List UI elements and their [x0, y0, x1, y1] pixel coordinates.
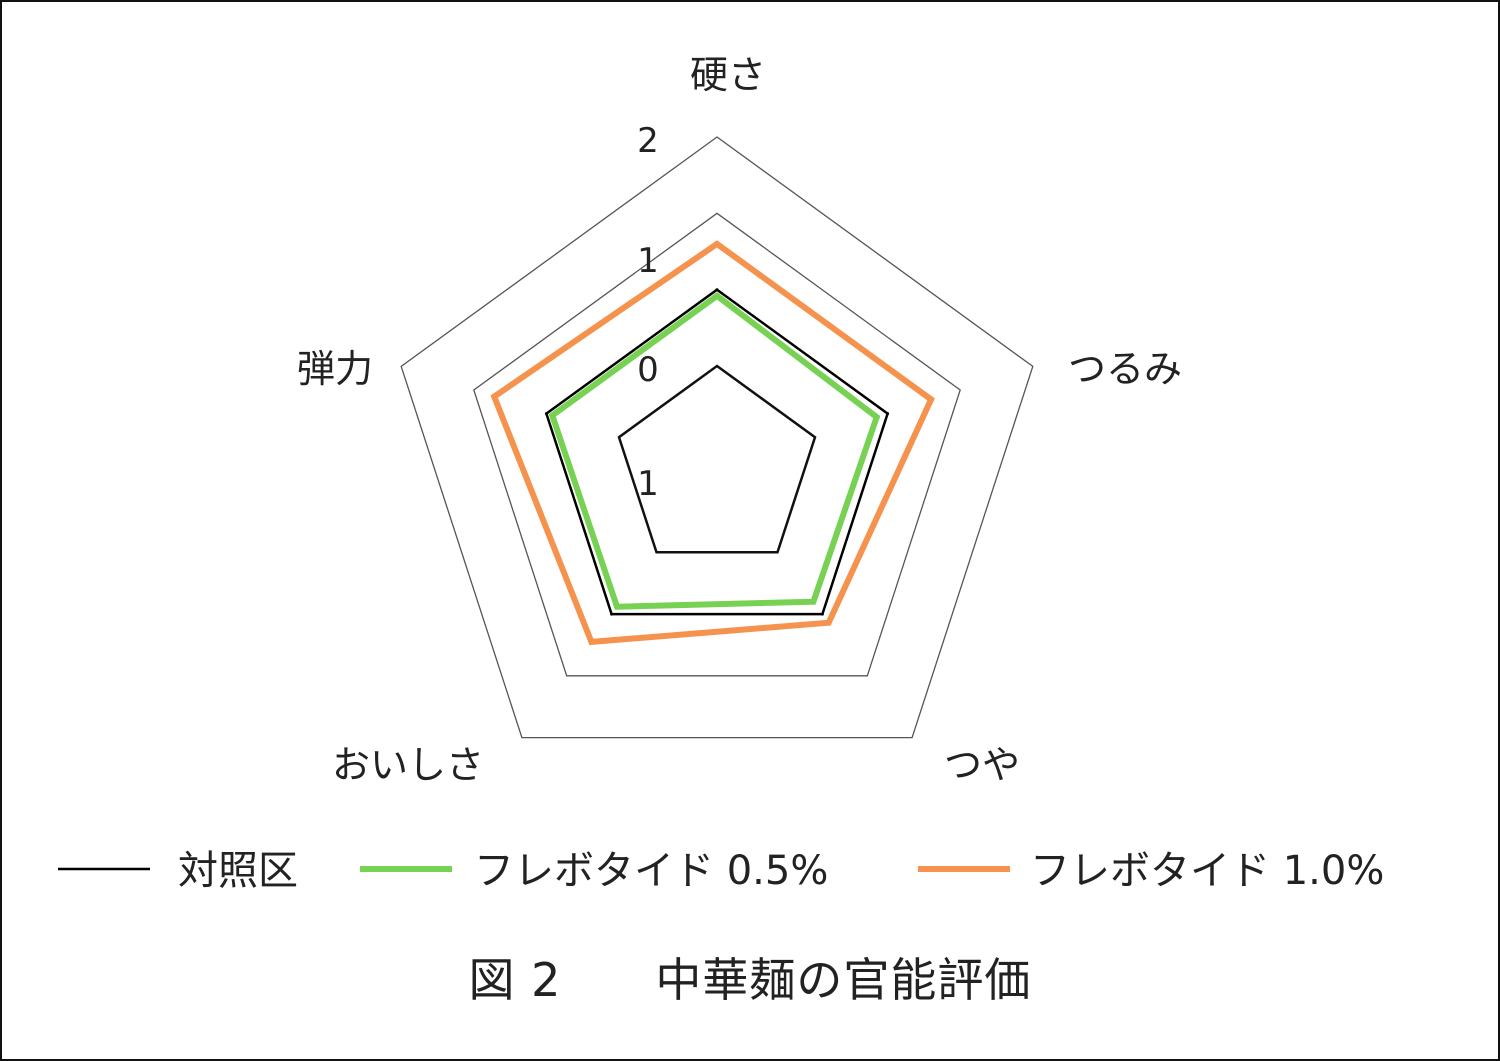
axis-label-4: 弾力 [297, 347, 373, 391]
legend-label-0: 対照区 [178, 848, 298, 894]
data-point-s0-4 [544, 412, 548, 416]
data-point-s1-1 [873, 414, 880, 421]
data-point-s0-3 [610, 612, 614, 616]
legend-label-1: フレボタイド 0.5% [474, 848, 828, 894]
data-point-s2-0 [714, 240, 720, 247]
tick-label-0: 1 [637, 464, 659, 504]
series-line-1 [548, 292, 881, 610]
data-point-s1-3 [614, 603, 620, 610]
data-point-s1-0 [714, 292, 720, 299]
tick-label-1: 0 [637, 350, 659, 390]
grid-ring-0 [545, 288, 889, 615]
axis-label-1: つるみ [1068, 347, 1182, 391]
axis-label-0: 硬さ [690, 53, 766, 97]
grid-ring-inner [617, 364, 817, 554]
data-point-s2-2 [825, 619, 832, 626]
axis-label-3: おいしさ [332, 743, 484, 787]
data-point-s0-2 [820, 612, 824, 616]
series-line-0 [544, 288, 890, 616]
data-point-s0-1 [886, 412, 890, 416]
legend-label-2: フレボタイド 1.0% [1030, 848, 1384, 894]
radar-series [490, 240, 935, 646]
data-point-s2-4 [491, 393, 498, 400]
series-line-2 [490, 240, 935, 646]
radar-grid [400, 136, 1034, 739]
data-point-s1-2 [810, 598, 817, 605]
legend: 対照区 フレボタイド 0.5% フレボタイド 1.0% [58, 848, 1384, 894]
data-point-s2-3 [588, 638, 595, 645]
data-point-s1-4 [549, 412, 556, 419]
grid-ring-1 [473, 212, 961, 677]
grid-ring-2 [400, 136, 1034, 739]
axis-label-2: つや [944, 743, 1020, 787]
tick-label-2: 1 [637, 241, 659, 281]
tick-label-3: 2 [637, 121, 659, 161]
data-point-s0-0 [715, 288, 719, 292]
data-point-s2-1 [928, 396, 935, 403]
figure-caption: 図 2 中華麺の官能評価 [468, 953, 1032, 1007]
